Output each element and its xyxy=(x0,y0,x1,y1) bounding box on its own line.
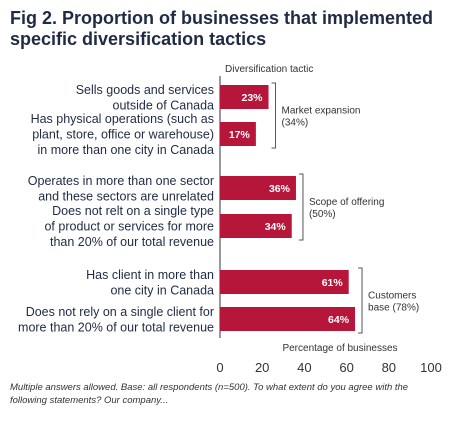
group-bracket xyxy=(271,82,277,149)
bar-value-label: 61% xyxy=(322,277,344,289)
group-label: Customers base (78%) xyxy=(368,291,419,314)
footnote: Multiple answers allowed. Base: all resp… xyxy=(10,382,409,406)
x-tick-label: 100 xyxy=(420,360,442,375)
category-label: Sells goods and services outside of Canad… xyxy=(76,83,214,113)
category-label: Has client in more than one city in Canad… xyxy=(86,268,214,298)
category-label: Has physical operations (such as plant, s… xyxy=(31,112,214,157)
x-tick-label: 20 xyxy=(255,360,269,375)
bar-value-label: 34% xyxy=(265,221,287,233)
bar-value-label: 23% xyxy=(242,92,264,104)
bar-value-label: 36% xyxy=(269,183,291,195)
bar xyxy=(220,176,296,200)
category-label: Does not rely on a single client for more… xyxy=(18,305,214,335)
group-bracket xyxy=(298,173,304,241)
group-bracket xyxy=(358,267,363,334)
category-label: Operates in more than one sector and thes… xyxy=(28,174,214,204)
x-tick-label: 80 xyxy=(382,360,396,375)
bar xyxy=(220,270,349,294)
x-tick-label: 0 xyxy=(216,360,223,375)
bar xyxy=(220,85,269,109)
category-label: Does not relt on a single type of product… xyxy=(44,204,214,249)
chart-title: Fig 2. Proportion of businesses that imp… xyxy=(10,8,434,49)
x-axis-title: Percentage of businesses xyxy=(282,343,397,354)
group-label: Market expansion (34%) xyxy=(282,106,361,129)
bar xyxy=(220,122,256,146)
category-axis-title: Diversification tactic xyxy=(225,64,313,75)
x-tick-label: 40 xyxy=(297,360,311,375)
bar-value-label: 64% xyxy=(328,314,350,326)
bar xyxy=(220,214,292,238)
group-label: Scope of offering (50%) xyxy=(309,197,384,220)
x-tick-label: 60 xyxy=(339,360,353,375)
bar-value-label: 17% xyxy=(229,129,251,141)
bar xyxy=(220,307,356,331)
